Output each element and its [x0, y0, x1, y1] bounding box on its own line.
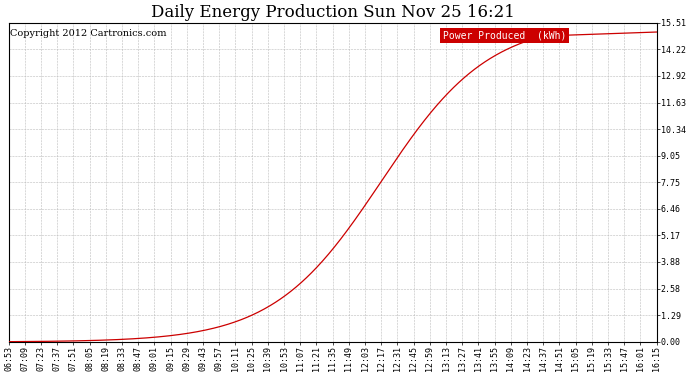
Text: Copyright 2012 Cartronics.com: Copyright 2012 Cartronics.com	[10, 29, 166, 38]
Title: Daily Energy Production Sun Nov 25 16:21: Daily Energy Production Sun Nov 25 16:21	[150, 4, 515, 21]
Text: Power Produced  (kWh): Power Produced (kWh)	[443, 31, 566, 41]
